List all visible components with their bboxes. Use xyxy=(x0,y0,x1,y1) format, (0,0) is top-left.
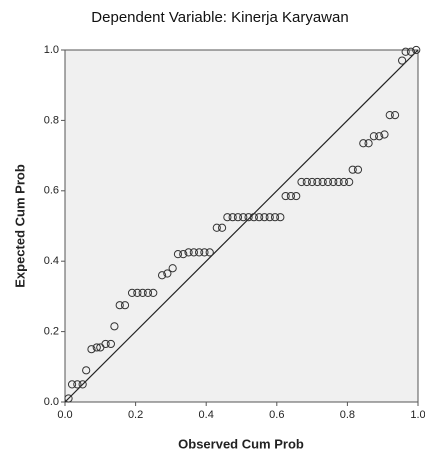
y-tick-label: 0.8 xyxy=(44,114,59,126)
y-tick-label: 0.6 xyxy=(44,185,59,197)
x-tick-label: 0.2 xyxy=(128,409,143,421)
x-tick-label: 0.0 xyxy=(57,409,72,421)
chart: Dependent Variable: Kinerja Karyawan Obs… xyxy=(0,0,425,457)
x-tick-label: 1.0 xyxy=(410,409,425,421)
x-tick-label: 0.8 xyxy=(340,409,355,421)
x-tick-label: 0.6 xyxy=(269,409,284,421)
y-tick-label: 1.0 xyxy=(44,44,59,56)
x-tick-label: 0.4 xyxy=(199,409,214,421)
y-tick-label: 0.0 xyxy=(44,396,59,408)
y-axis-title: Expected Cum Prob xyxy=(12,164,27,288)
y-tick-label: 0.4 xyxy=(44,255,59,267)
x-axis-title: Observed Cum Prob xyxy=(178,436,304,451)
y-tick-label: 0.2 xyxy=(44,326,59,338)
chart-title: Dependent Variable: Kinerja Karyawan xyxy=(91,9,348,26)
